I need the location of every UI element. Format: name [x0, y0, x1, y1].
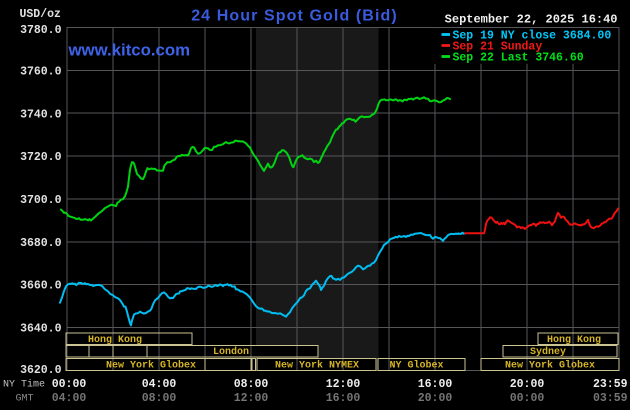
svg-text:24 Hour Spot Gold (Bid): 24 Hour Spot Gold (Bid) [191, 7, 398, 24]
svg-text:08:00: 08:00 [234, 378, 269, 391]
svg-text:London: London [213, 346, 249, 358]
svg-text:Hong Kong: Hong Kong [88, 335, 142, 346]
svg-text:www.kitco.com: www.kitco.com [68, 41, 191, 60]
svg-text:08:00: 08:00 [142, 392, 177, 405]
svg-text:3680.0: 3680.0 [20, 237, 62, 250]
svg-text:20:00: 20:00 [418, 392, 453, 405]
svg-text:New York NYMEX: New York NYMEX [275, 360, 359, 372]
svg-text:New York Globex: New York Globex [106, 360, 196, 372]
svg-text:NY Time: NY Time [3, 379, 45, 391]
svg-text:16:00: 16:00 [326, 392, 361, 405]
svg-text:September 22, 2025 16:40: September 22, 2025 16:40 [445, 13, 618, 27]
svg-text:3700.0: 3700.0 [20, 194, 62, 207]
svg-text:Sydney: Sydney [530, 346, 566, 358]
svg-text:04:00: 04:00 [52, 392, 87, 405]
svg-text:3660.0: 3660.0 [20, 280, 62, 293]
svg-text:00:00: 00:00 [510, 392, 545, 405]
svg-text:3640.0: 3640.0 [20, 323, 62, 336]
svg-text:3780.0: 3780.0 [20, 24, 62, 37]
svg-text:Sep 22 Last 3746.60: Sep 22 Last 3746.60 [453, 52, 584, 65]
svg-text:3740.0: 3740.0 [20, 108, 62, 121]
svg-text:Sep 21 Sunday: Sep 21 Sunday [453, 41, 543, 54]
svg-text:16:00: 16:00 [418, 378, 453, 391]
svg-text:12:00: 12:00 [234, 392, 269, 405]
svg-text:Sep 19 NY close 3684.00: Sep 19 NY close 3684.00 [453, 30, 612, 43]
svg-text:NY Globex: NY Globex [389, 360, 443, 372]
svg-text:New York Globex: New York Globex [505, 360, 595, 372]
svg-text:23:59: 23:59 [593, 378, 628, 391]
svg-text:12:00: 12:00 [326, 378, 361, 391]
svg-text:USD/oz: USD/oz [20, 8, 62, 21]
svg-text:04:00: 04:00 [142, 378, 177, 391]
svg-text:03:59: 03:59 [593, 392, 628, 405]
svg-text:3720.0: 3720.0 [20, 151, 62, 164]
svg-text:Hong Kong: Hong Kong [547, 335, 601, 346]
svg-text:GMT: GMT [15, 394, 33, 405]
svg-text:20:00: 20:00 [510, 378, 545, 391]
svg-text:3760.0: 3760.0 [20, 66, 62, 79]
svg-text:3620.0: 3620.0 [20, 364, 62, 377]
svg-text:00:00: 00:00 [52, 378, 87, 391]
